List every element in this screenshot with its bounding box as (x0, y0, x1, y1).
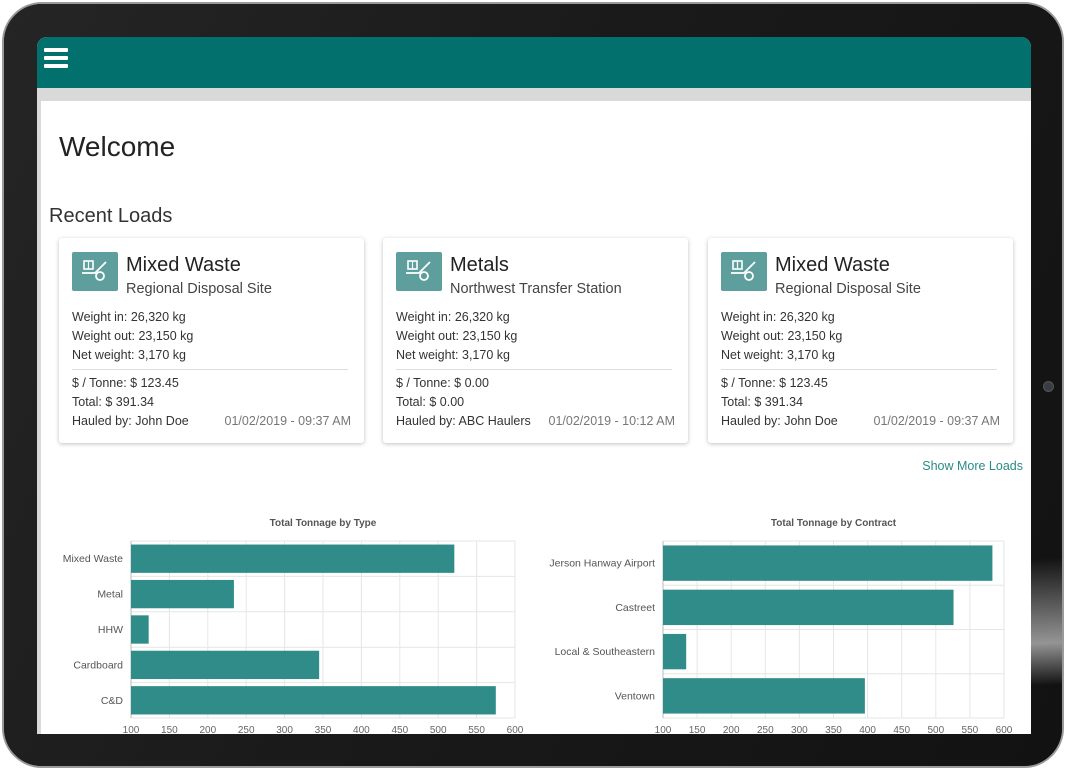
x-tick-label: 250 (757, 725, 774, 734)
net-weight: Net weight: 3,170 kg (721, 348, 835, 362)
load-date: 01/02/2019 - 09:37 AM (873, 414, 1000, 428)
rate-per-tonne: $ / Tonne: $ 0.00 (396, 376, 489, 390)
load-type: Mixed Waste (126, 254, 241, 276)
load-site: Regional Disposal Site (126, 281, 272, 297)
rate-per-tonne: $ / Tonne: $ 123.45 (72, 376, 179, 390)
show-more-loads-link[interactable]: Show More Loads (922, 459, 1023, 473)
y-category-label: Ventown (615, 690, 655, 702)
x-tick-label: 200 (199, 725, 216, 734)
x-tick-label: 600 (507, 725, 524, 734)
load-date: 01/02/2019 - 09:37 AM (224, 414, 351, 428)
x-tick-label: 350 (315, 725, 332, 734)
tonnage-by-contract-chart: Total Tonnage by Contract 100 150 200 250 300… (537, 513, 1027, 734)
x-tick-label: 500 (927, 725, 944, 734)
card-divider (721, 369, 997, 370)
chart-title: Total Tonnage by Type (270, 518, 377, 529)
x-tick-label: 250 (238, 725, 255, 734)
y-category-label: Castreet (615, 602, 655, 614)
recent-loads-heading: Recent Loads (49, 205, 173, 227)
top-app-bar (37, 37, 1031, 88)
x-tick-label: 200 (723, 725, 740, 734)
hauled-by: Hauled by: ABC Haulers (396, 414, 531, 428)
chart-title: Total Tonnage by Contract (771, 518, 897, 529)
bar-c-d[interactable] (131, 686, 496, 715)
bar-metal[interactable] (131, 579, 234, 609)
bar-mixed-waste[interactable] (131, 544, 455, 573)
net-weight: Net weight: 3,170 kg (396, 348, 510, 362)
x-tick-label: 550 (962, 725, 979, 734)
weight-in: Weight in: 26,320 kg (721, 310, 835, 324)
x-tick-label: 150 (689, 725, 706, 734)
x-tick-label: 300 (276, 725, 293, 734)
weight-out: Weight out: 23,150 kg (72, 329, 194, 343)
load-card[interactable]: Mixed Waste Regional Disposal Site Weight … (59, 238, 364, 443)
card-divider (72, 369, 348, 370)
load-card[interactable]: Mixed Waste Regional Disposal Site Weight … (708, 238, 1013, 443)
x-tick-label: 400 (353, 725, 370, 734)
load-total: Total: $ 391.34 (72, 395, 155, 409)
load-site: Northwest Transfer Station (450, 281, 622, 297)
y-category-label: Cardboard (73, 659, 123, 671)
bar-castreet[interactable] (663, 589, 954, 626)
load-total: Total: $ 391.34 (721, 395, 804, 409)
bar-jerson-hanway-airport[interactable] (663, 545, 993, 581)
left-edge (37, 101, 41, 734)
x-tick-label: 350 (825, 725, 842, 734)
bar-hhw[interactable] (131, 615, 149, 644)
y-category-label: C&D (101, 695, 124, 707)
x-tick-label: 600 (996, 725, 1013, 734)
load-type: Mixed Waste (775, 254, 890, 276)
bar-cardboard[interactable] (131, 650, 320, 680)
weight-in: Weight in: 26,320 kg (72, 310, 186, 324)
weight-out: Weight out: 23,150 kg (721, 329, 843, 343)
tonnage-by-type-chart: Total Tonnage by Type 100 150 200 250 300 350 4… (49, 513, 529, 734)
load-date: 01/02/2019 - 10:12 AM (548, 414, 675, 428)
page-title: Welcome (59, 131, 176, 162)
bar-ventown[interactable] (663, 678, 865, 714)
load-total: Total: $ 0.00 (396, 395, 465, 409)
x-tick-label: 450 (391, 725, 408, 734)
x-tick-label: 550 (468, 725, 485, 734)
rate-per-tonne: $ / Tonne: $ 123.45 (721, 376, 828, 390)
truck-dolly-icon (396, 252, 442, 291)
hamburger-menu-icon[interactable] (44, 48, 68, 70)
weight-in: Weight in: 26,320 kg (396, 310, 510, 324)
truck-dolly-icon (721, 252, 767, 291)
x-tick-label: 100 (655, 725, 672, 734)
x-tick-label: 100 (123, 725, 140, 734)
x-tick-label: 150 (161, 725, 178, 734)
y-category-label: Metal (97, 589, 123, 601)
weight-out: Weight out: 23,150 kg (396, 329, 518, 343)
truck-dolly-icon (72, 252, 118, 291)
card-divider (396, 369, 672, 370)
x-tick-label: 400 (859, 725, 876, 734)
net-weight: Net weight: 3,170 kg (72, 348, 186, 362)
load-type: Metals (450, 254, 509, 276)
y-category-label: HHW (98, 624, 123, 636)
app-screen: Welcome Recent Loads Mixed Waste Regional… (37, 37, 1031, 734)
toolbar-shadow (37, 88, 1031, 101)
y-category-label: Jerson Hanway Airport (549, 558, 655, 570)
hauled-by: Hauled by: John Doe (721, 414, 838, 428)
load-card[interactable]: Metals Northwest Transfer Station Weight i… (383, 238, 688, 443)
x-tick-label: 300 (791, 725, 808, 734)
x-tick-label: 500 (430, 725, 447, 734)
chart-svg: Total Tonnage by Contract 100 150 200 250 300… (549, 518, 1013, 734)
x-tick-label: 450 (893, 725, 910, 734)
hauled-by: Hauled by: John Doe (72, 414, 189, 428)
load-site: Regional Disposal Site (775, 281, 921, 297)
camera-dot (1043, 381, 1054, 392)
chart-svg: Total Tonnage by Type 100 150 200 250 300 350 4… (63, 518, 524, 734)
y-category-label: Mixed Waste (63, 553, 123, 565)
y-category-label: Local & Southeastern (555, 646, 656, 658)
bar-local-southeastern[interactable] (663, 633, 687, 670)
